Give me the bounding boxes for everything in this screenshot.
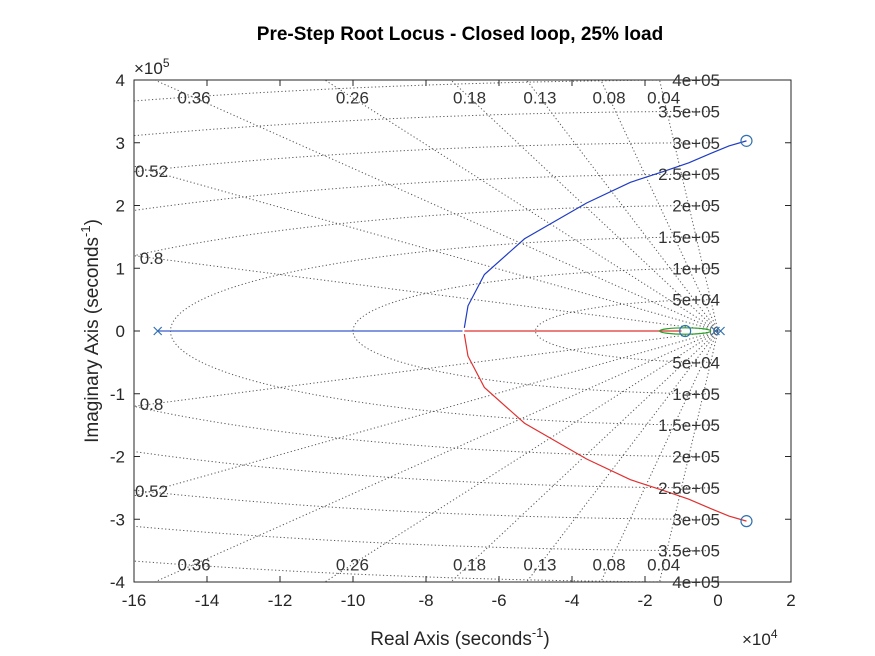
damping-label: 0.8 (140, 395, 164, 414)
grid-label-layer: 0.36 0.26 0.18 0.13 0.08 0.04 0.52 0.8 0.36 0.26 0… (135, 71, 720, 592)
damping-label: 0.18 (453, 555, 486, 574)
wn-grid-ellipse (134, 173, 719, 489)
wn-label-lower: 2.5e+05 (658, 479, 720, 498)
damping-label: 0.52 (135, 482, 168, 501)
wn-label-lower: 3e+05 (672, 510, 720, 529)
x-tick-label: -6 (491, 591, 506, 610)
wn-label-upper: 5e+04 (672, 291, 720, 310)
zero-marker (679, 324, 692, 338)
damping-grid-ray (525, 80, 719, 332)
y-tick-label: -2 (110, 448, 125, 467)
y-tick-label: 4 (116, 71, 125, 90)
damping-label: 0.04 (647, 89, 680, 108)
x-tick-label: 2 (786, 591, 795, 610)
damping-grid-ray (134, 255, 719, 332)
damping-label: 0.36 (178, 555, 211, 574)
wn-label-upper: 1e+05 (672, 259, 720, 278)
zero-marker (740, 134, 753, 147)
locus-small-loop (659, 327, 712, 335)
x-tick-label: -8 (418, 591, 433, 610)
damping-label: 0.52 (135, 162, 168, 181)
x-tick-label: -16 (122, 591, 147, 610)
y-axis-label-sup: -1 (78, 225, 93, 237)
y-axis-label: Imaginary Axis (seconds-1) (78, 219, 103, 443)
damping-grid-ray (323, 330, 719, 582)
damping-label: 0.18 (453, 89, 486, 108)
y-tick-label: 0 (116, 322, 125, 341)
wn-label-lower: 3.5e+05 (658, 542, 720, 561)
y-tick-label: 1 (116, 259, 125, 278)
y-tick-label: 2 (116, 197, 125, 216)
y-exponent-power: 5 (163, 56, 170, 70)
damping-label: 0.36 (178, 89, 211, 108)
x-tick-label: -12 (268, 591, 293, 610)
y-tick-label: -3 (110, 510, 125, 529)
locus-lower-branch (463, 334, 747, 522)
x-tick-label: -2 (637, 591, 652, 610)
wn-label-upper: 2.5e+05 (658, 165, 720, 184)
damping-label: 0.08 (592, 555, 625, 574)
chart-title: Pre-Step Root Locus - Closed loop, 25% l… (257, 24, 663, 45)
wn-label-upper: 1.5e+05 (658, 228, 720, 247)
x-axis-label-close: ) (543, 629, 549, 650)
grid-layer (134, 80, 719, 582)
x-tick-label: -10 (341, 591, 366, 610)
x-exponent: ×104 (742, 627, 778, 649)
damping-label: 0.8 (140, 249, 164, 268)
markers-layer (153, 134, 753, 528)
damping-label: 0.26 (336, 89, 369, 108)
wn-label-upper: 4e+05 (672, 71, 720, 90)
pole-marker (716, 326, 725, 336)
y-axis-label-text: Imaginary Axis (seconds (82, 237, 103, 443)
tick-layer: -16 -14 -12 -10 -8 -6 -4 -2 0 2 4 3 2 1 0 -1 -2 -3 -4 (110, 71, 796, 610)
wn-label-lower: 1e+05 (672, 385, 720, 404)
y-tick-label: -4 (110, 573, 125, 592)
y-axis-label-close: ) (82, 219, 103, 225)
x-tick-label: -14 (195, 591, 220, 610)
wn-label-lower: 4e+05 (672, 573, 720, 592)
x-exponent-power: 4 (771, 627, 778, 641)
damping-grid-ray (323, 80, 719, 332)
damping-label: 0.26 (336, 555, 369, 574)
x-axis-label: Real Axis (seconds-1) (370, 625, 549, 650)
series-layer (157, 140, 747, 522)
wn-label-upper: 3.5e+05 (658, 102, 720, 121)
damping-grid-ray (134, 330, 719, 497)
y-exponent-base: ×10 (134, 59, 163, 78)
x-tick-label: -4 (564, 591, 579, 610)
zero-marker (740, 515, 753, 528)
damping-label: 0.13 (523, 89, 556, 108)
y-tick-label: 3 (116, 134, 125, 153)
wn-label-lower: 1.5e+05 (658, 416, 720, 435)
y-tick-label: -1 (110, 385, 125, 404)
damping-label: 0.08 (592, 89, 625, 108)
x-tick-label: 0 (713, 591, 722, 610)
x-axis-label-text: Real Axis (seconds (370, 629, 532, 650)
locus-upper-branch (463, 140, 747, 328)
x-exponent-base: ×10 (742, 630, 771, 649)
damping-grid-ray (134, 330, 719, 407)
damping-label: 0.13 (523, 555, 556, 574)
pole-marker (153, 326, 163, 336)
damping-label: 0.04 (647, 555, 680, 574)
damping-grid-ray (525, 330, 719, 582)
y-exponent: ×105 (134, 56, 170, 78)
wn-grid-ellipse (352, 267, 719, 395)
wn-label-upper: 2e+05 (672, 197, 720, 216)
damping-grid-ray (134, 165, 719, 332)
wn-label-lower: 2e+05 (672, 448, 720, 467)
wn-label-lower: 5e+04 (672, 353, 720, 372)
x-axis-label-sup: -1 (532, 625, 544, 640)
wn-label-upper: 3e+05 (672, 134, 720, 153)
